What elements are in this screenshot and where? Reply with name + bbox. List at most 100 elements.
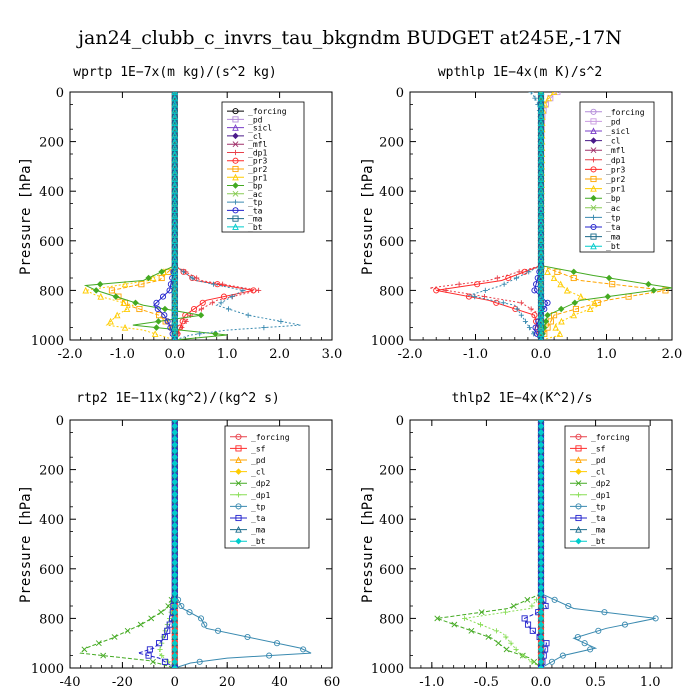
- series-marker: [138, 281, 145, 288]
- series-marker: [537, 478, 545, 486]
- series-marker: [171, 515, 179, 523]
- series-marker: [123, 305, 131, 313]
- series-marker: [171, 590, 179, 597]
- series-marker: [95, 640, 102, 647]
- legend-marker: [232, 108, 239, 115]
- series-marker: [522, 318, 529, 324]
- series-marker: [97, 292, 105, 300]
- series-marker: [537, 466, 545, 473]
- series-marker: [171, 522, 179, 529]
- x-tick-label: 20: [219, 675, 236, 690]
- series-marker: [557, 280, 564, 288]
- series-bt: [537, 420, 545, 668]
- legend-label: _ma: [606, 233, 621, 242]
- series-dp2: [79, 420, 178, 668]
- series-marker: [531, 312, 538, 319]
- legend-label: _dp1: [248, 148, 267, 157]
- legend-marker: [235, 525, 242, 533]
- legend-label: _ta: [248, 206, 263, 215]
- x-tick-label: -40: [60, 675, 81, 690]
- series-marker: [300, 646, 307, 653]
- legend-item: _ta: [585, 223, 621, 232]
- series-marker: [244, 633, 251, 641]
- legend-label: _ma: [248, 215, 263, 224]
- series-marker: [197, 311, 205, 319]
- legend-marker: [232, 173, 239, 181]
- series-marker: [563, 286, 571, 294]
- series-marker: [100, 652, 107, 659]
- series-marker: [171, 503, 179, 511]
- x-tick-label: 40: [271, 675, 288, 690]
- series-marker: [171, 584, 179, 591]
- series-marker: [171, 546, 179, 554]
- series-marker: [153, 299, 160, 306]
- series-marker: [171, 577, 179, 585]
- series-marker: [112, 293, 120, 300]
- legend: _forcing_pd_sicl_cl_mfl_dp1_pr3_pr2_pr1_…: [221, 101, 305, 233]
- series-marker: [537, 602, 545, 610]
- series-marker: [529, 627, 536, 634]
- series-marker: [165, 603, 172, 609]
- series-marker: [433, 287, 440, 294]
- series-marker: [434, 615, 441, 622]
- series-marker: [595, 627, 602, 634]
- y-tick-label: 0: [396, 86, 404, 101]
- series-marker: [159, 293, 167, 300]
- legend-label: _pr3: [248, 157, 267, 166]
- series-marker: [461, 615, 468, 621]
- series-marker: [537, 559, 545, 566]
- legend-label: _pd: [251, 456, 266, 465]
- series-marker: [545, 94, 552, 102]
- legend-item: _ma: [570, 526, 606, 535]
- series-marker: [171, 441, 179, 449]
- legend-label: _ac: [606, 204, 621, 213]
- series-marker: [171, 639, 179, 647]
- series-marker: [190, 305, 198, 313]
- legend-item: _bt: [227, 223, 263, 232]
- series-marker: [537, 509, 545, 517]
- series-marker: [537, 584, 545, 591]
- series-dp1: [461, 420, 544, 668]
- panel-title: wpthlp 1E−4x(m K)/s^2: [438, 65, 602, 80]
- series-marker: [171, 633, 179, 641]
- legend-item: _cl: [585, 137, 621, 146]
- x-tick-label: 60: [324, 675, 341, 690]
- series-marker: [107, 317, 114, 325]
- series-line: [462, 420, 542, 668]
- series-marker: [171, 528, 179, 535]
- series-marker: [171, 453, 179, 461]
- series-marker: [574, 633, 581, 641]
- series-marker: [554, 268, 561, 275]
- legend-marker: [575, 433, 582, 440]
- series-marker: [189, 275, 195, 281]
- series-line: [84, 92, 176, 340]
- series-marker: [526, 269, 532, 275]
- series-marker: [605, 274, 613, 282]
- series-marker: [513, 275, 520, 281]
- legend-item: _tp: [570, 502, 606, 511]
- series-marker: [171, 460, 179, 467]
- series-marker: [456, 281, 462, 287]
- legend-marker: [232, 207, 239, 214]
- series-marker: [518, 300, 524, 306]
- series-marker: [526, 325, 533, 331]
- y-tick-label: 200: [39, 464, 64, 479]
- series-marker: [171, 420, 179, 424]
- series-marker: [171, 540, 179, 548]
- series-marker: [150, 658, 156, 665]
- series-marker: [199, 299, 206, 306]
- series-marker: [164, 318, 171, 325]
- legend-label: _tp: [248, 198, 263, 207]
- series-marker: [171, 534, 179, 542]
- series-marker: [179, 318, 186, 325]
- legend-label: _ta: [606, 223, 621, 232]
- y-axis-label: Pressure [hPa]: [360, 157, 376, 275]
- series-marker: [171, 652, 179, 659]
- series-marker: [146, 646, 153, 653]
- series-marker: [572, 305, 579, 313]
- legend-item: _pd: [227, 115, 263, 124]
- series-marker: [557, 305, 565, 313]
- y-tick-label: 600: [39, 235, 64, 250]
- x-tick-label: 1.0: [596, 347, 617, 362]
- legend-item: _ma: [230, 526, 266, 535]
